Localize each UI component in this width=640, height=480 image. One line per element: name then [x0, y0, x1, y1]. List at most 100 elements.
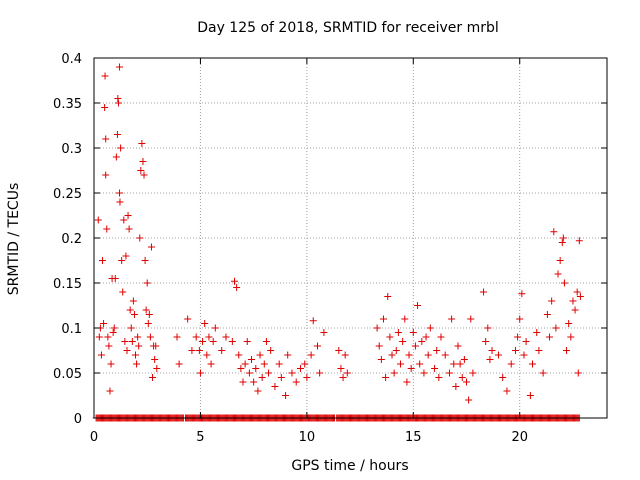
data-point — [192, 333, 200, 341]
x-tick-label: 0 — [90, 430, 98, 445]
data-point — [188, 347, 196, 354]
data-point — [452, 383, 460, 390]
data-point — [375, 342, 383, 350]
data-point — [441, 351, 449, 359]
data-point — [252, 365, 260, 372]
data-point — [271, 383, 279, 390]
data-point — [201, 320, 209, 327]
x-tick-label: 5 — [196, 430, 204, 445]
data-point — [314, 342, 322, 350]
data-point — [142, 306, 150, 314]
data-point — [456, 360, 464, 368]
data-point — [401, 315, 409, 323]
data-point — [437, 333, 445, 341]
data-point — [460, 356, 468, 363]
data-point — [97, 351, 105, 359]
y-tick-label: 0.35 — [53, 97, 82, 112]
data-point — [576, 293, 584, 300]
data-point — [292, 378, 300, 386]
data-point — [526, 392, 534, 399]
data-point — [151, 356, 159, 363]
data-point — [573, 288, 581, 296]
data-point — [243, 338, 251, 345]
data-point — [379, 315, 387, 323]
data-point — [454, 342, 462, 350]
data-point — [488, 347, 496, 354]
data-point — [125, 225, 133, 233]
data-point — [399, 338, 407, 345]
data-point — [114, 95, 122, 102]
data-points — [92, 63, 584, 422]
data-point — [569, 297, 577, 305]
data-point — [320, 329, 328, 336]
data-point — [139, 158, 147, 165]
data-point — [147, 243, 155, 251]
data-point — [152, 342, 160, 350]
data-point — [560, 279, 568, 287]
data-point — [458, 374, 466, 381]
data-point — [107, 360, 115, 368]
data-point — [103, 225, 111, 233]
data-point — [116, 189, 124, 197]
data-point — [337, 365, 345, 372]
data-point — [394, 329, 402, 336]
data-point — [175, 360, 183, 368]
data-point — [254, 387, 262, 395]
data-point — [296, 365, 304, 372]
data-point — [522, 338, 530, 345]
data-point — [309, 317, 317, 325]
data-point — [195, 347, 203, 354]
data-point — [511, 347, 519, 354]
data-point — [426, 324, 434, 332]
data-point — [100, 320, 108, 327]
data-point — [339, 374, 347, 381]
data-point — [546, 333, 554, 341]
y-tick-label: 0.25 — [53, 187, 82, 202]
data-point — [203, 351, 211, 359]
x-axis-label: GPS time / hours — [291, 458, 408, 474]
data-point — [121, 338, 129, 345]
data-point — [575, 237, 583, 245]
data-point — [132, 351, 140, 359]
data-point — [173, 333, 181, 341]
data-point — [102, 135, 110, 143]
data-point — [424, 351, 432, 359]
data-point — [137, 167, 145, 174]
data-point — [102, 171, 110, 179]
data-point — [136, 234, 144, 242]
data-point — [403, 378, 411, 386]
data-point — [116, 198, 124, 206]
data-point — [124, 212, 132, 219]
data-point — [528, 360, 536, 368]
data-point — [301, 360, 309, 368]
data-point — [110, 324, 118, 332]
data-point — [117, 144, 125, 152]
data-point — [101, 104, 109, 111]
data-point — [343, 369, 351, 377]
data-point — [267, 347, 275, 354]
data-point — [552, 324, 560, 332]
data-point — [550, 228, 558, 236]
data-point — [556, 257, 564, 264]
data-point — [503, 387, 511, 395]
data-point — [392, 347, 400, 354]
data-point — [119, 288, 127, 296]
data-point — [431, 365, 439, 372]
data-point — [307, 351, 315, 359]
data-point — [140, 171, 148, 179]
data-point — [222, 333, 230, 341]
data-point — [480, 288, 488, 296]
data-point — [405, 351, 413, 359]
data-point — [411, 342, 419, 350]
data-point — [123, 347, 131, 354]
data-point — [467, 315, 475, 323]
data-point — [95, 333, 103, 341]
data-point — [520, 351, 528, 359]
data-point — [237, 365, 245, 372]
data-point — [494, 351, 502, 359]
data-point — [130, 311, 138, 318]
data-point — [241, 360, 249, 368]
y-tick-label: 0.05 — [53, 367, 82, 382]
data-point — [122, 252, 130, 260]
